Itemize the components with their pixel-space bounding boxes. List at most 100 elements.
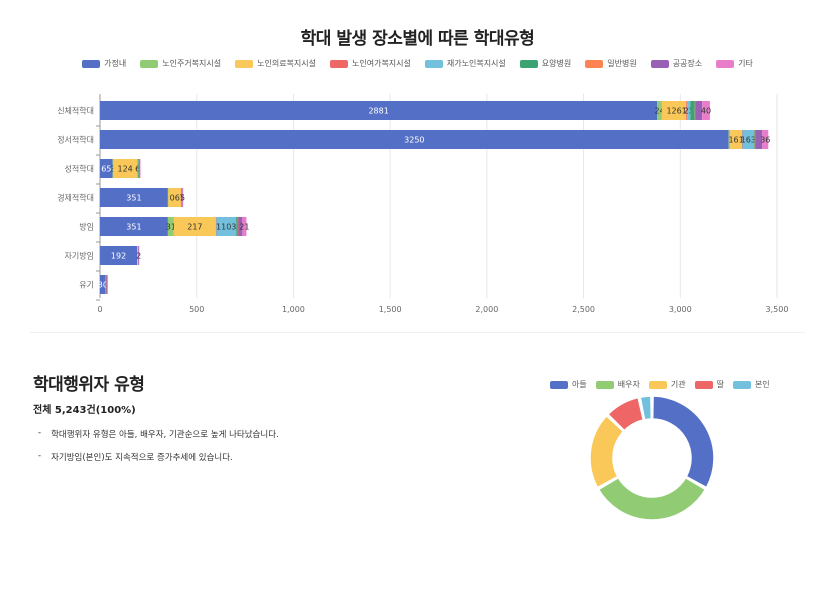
bar-value-label: 161	[728, 136, 743, 145]
x-tick-label: 0	[97, 305, 102, 314]
x-tick-label: 500	[189, 305, 204, 314]
bar-segment[interactable]	[167, 217, 174, 236]
bar-value-label: 1103	[216, 223, 236, 232]
x-tick-label: 2,000	[475, 305, 498, 314]
stacked-bar-chart: 0 500 1,000 1,500 2,000 2,500 3,000 3,500 신체적학대 2…	[57, 94, 789, 314]
bar-segment[interactable]	[107, 275, 108, 294]
bar-segment[interactable]	[139, 159, 141, 178]
legend-item[interactable]: 노인의료복지시설	[235, 58, 316, 69]
bar-segment[interactable]	[754, 130, 756, 149]
legend-label: 노인의료복지시설	[257, 59, 316, 68]
bar-segment[interactable]	[181, 188, 183, 207]
bar-segment[interactable]	[661, 101, 687, 120]
legend-item[interactable]: 요양병원	[519, 58, 571, 69]
legend-item[interactable]: 재가노인복지시설	[424, 58, 506, 69]
bar-segment[interactable]	[168, 188, 182, 207]
legend-swatch	[732, 380, 751, 389]
bar-value-label: 65	[101, 165, 111, 174]
x-tick-label: 2,500	[572, 305, 595, 314]
y-tick-label: 신체적학대	[57, 106, 94, 116]
legend-swatch	[648, 380, 667, 389]
bar-segment[interactable]	[137, 246, 138, 265]
bar-segment[interactable]	[100, 188, 168, 207]
bar-segment[interactable]	[702, 101, 710, 120]
bar-segment[interactable]	[100, 217, 168, 236]
bar-segment[interactable]	[695, 101, 703, 120]
legend-item[interactable]: 배우자	[595, 379, 640, 390]
bar-segment[interactable]	[139, 159, 140, 178]
legend-label: 노인여가복지시설	[352, 59, 411, 68]
bar-segment[interactable]	[113, 159, 138, 178]
bar-segment[interactable]	[182, 188, 184, 207]
bar-value-label: 351	[126, 223, 141, 232]
bar-segment[interactable]	[238, 217, 243, 236]
bar-value-label: 351	[126, 194, 141, 203]
bar-segment[interactable]	[173, 217, 216, 236]
bullet-text: 자기방임(본인)도 지속적으로 증가추세에 있습니다.	[51, 453, 233, 463]
bar-segment[interactable]	[106, 275, 108, 294]
bar-value-label: 40	[701, 107, 711, 116]
bar-segment[interactable]	[687, 101, 691, 120]
legend-item[interactable]: 노인여가복지시설	[330, 58, 411, 69]
legend-swatch	[424, 59, 443, 68]
legend-swatch	[650, 59, 669, 68]
donut-slice[interactable]	[589, 414, 625, 489]
legend-item[interactable]: 기타	[716, 58, 753, 69]
bar-segment[interactable]	[694, 101, 696, 120]
bar-segment[interactable]	[216, 217, 237, 236]
bar-segment[interactable]	[138, 159, 140, 178]
bar-value-label: 3	[110, 165, 115, 174]
legend-item[interactable]: 딸	[694, 379, 724, 390]
legend-label: 아들	[572, 380, 587, 389]
donut-slice[interactable]	[639, 395, 653, 421]
bar-segment[interactable]	[138, 246, 140, 265]
bar-value-label: 217	[187, 223, 202, 232]
bullet-marker: -	[38, 428, 42, 438]
bar-segment[interactable]	[236, 217, 238, 236]
legend-item[interactable]: 일반병원	[585, 58, 637, 69]
bar-segment[interactable]	[100, 159, 113, 178]
bar-segment[interactable]	[762, 130, 769, 149]
bar-segment[interactable]	[100, 275, 106, 294]
bar-value-label: 36	[760, 136, 770, 145]
bar-segment[interactable]	[686, 101, 688, 120]
bar-segment[interactable]	[742, 130, 755, 149]
legend-item[interactable]: 노인주거복지시설	[140, 58, 221, 69]
bar-segment[interactable]	[728, 130, 731, 149]
y-tick-label: 방임	[79, 222, 94, 232]
bar-segment[interactable]	[112, 159, 114, 178]
x-tick-label: 3,500	[766, 305, 789, 314]
bar-value-label: 7	[179, 194, 184, 203]
donut-slice[interactable]	[651, 395, 715, 489]
legend-swatch	[519, 59, 538, 68]
bar-segment[interactable]	[137, 159, 139, 178]
bar-segment[interactable]	[730, 130, 742, 149]
donut-slice[interactable]	[597, 476, 707, 521]
bar-segment[interactable]	[242, 217, 247, 236]
bar-value-label: 124	[118, 165, 133, 174]
legend-label: 노인주거복지시설	[162, 59, 222, 68]
legend-swatch	[330, 59, 348, 68]
bullet-list: - 학대행위자 유형은 아들, 배우자, 기관순으로 높게 나타났습니다. - …	[38, 428, 279, 474]
legend-item[interactable]: 공공장소	[650, 58, 702, 69]
bar-segment[interactable]	[100, 246, 138, 265]
legend-label: 기타	[738, 59, 753, 68]
bar-segment[interactable]	[657, 101, 662, 120]
bar-segment[interactable]	[754, 130, 755, 149]
bullet-item: - 자기방임(본인)도 지속적으로 증가추세에 있습니다.	[38, 451, 279, 463]
bar-segment[interactable]	[755, 130, 763, 149]
bar-value-label: 5	[180, 194, 185, 203]
legend-label: 딸	[716, 380, 724, 389]
bar-segment[interactable]	[690, 101, 695, 120]
legend-item[interactable]: 본인	[732, 379, 770, 390]
bar-value-label: 17	[682, 107, 692, 116]
bar-value-label: 31	[166, 223, 176, 232]
donut-slice[interactable]	[606, 396, 645, 432]
legend-label: 가정내	[104, 59, 127, 68]
legend-item[interactable]: 기관	[648, 379, 686, 390]
legend-item[interactable]: 아들	[550, 379, 587, 390]
legend-item[interactable]: 가정내	[82, 58, 126, 69]
bar-segment[interactable]	[100, 101, 658, 120]
bar-value-label: 21	[239, 223, 249, 232]
bar-segment[interactable]	[100, 130, 729, 149]
